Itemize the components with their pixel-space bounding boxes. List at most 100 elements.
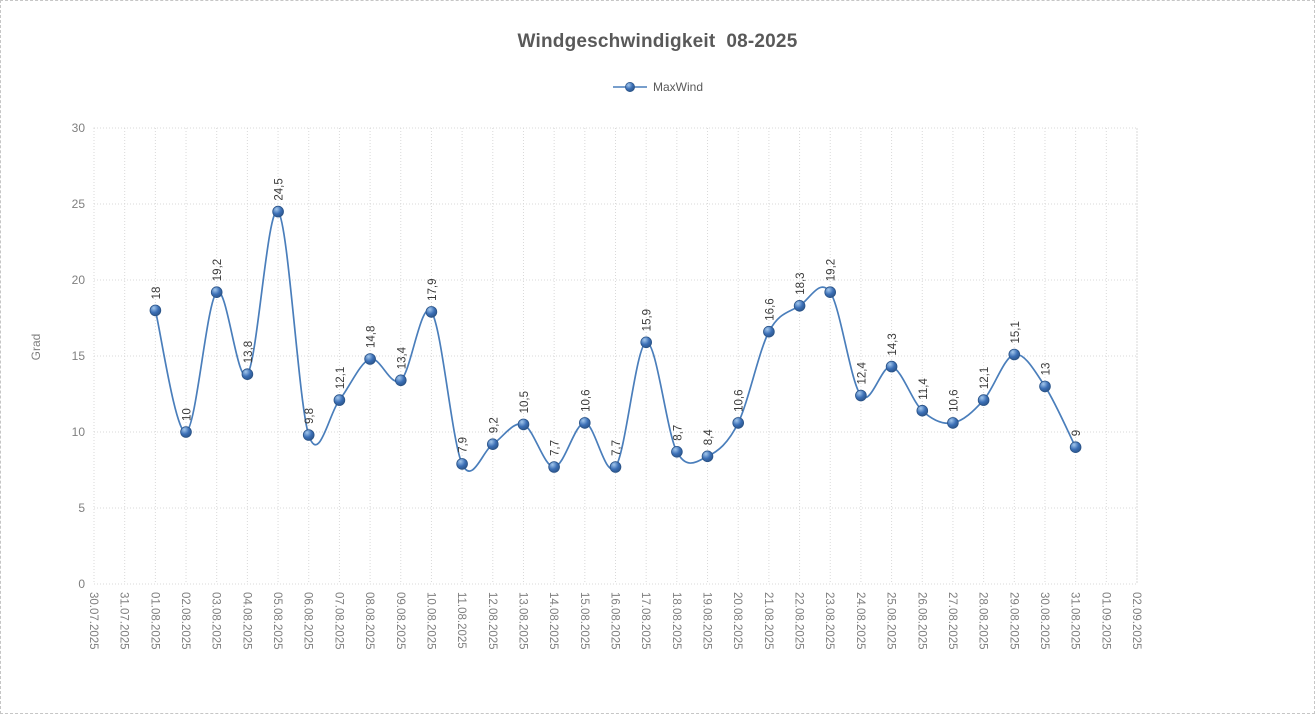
data-point-marker xyxy=(732,417,744,429)
data-point-label: 13,8 xyxy=(243,341,255,363)
data-point-marker xyxy=(456,458,468,470)
data-point-marker xyxy=(609,461,622,473)
y-tick-label: 15 xyxy=(72,349,86,363)
x-tick-label: 29.08.2025 xyxy=(1007,592,1019,650)
x-tick-label: 26.08.2025 xyxy=(915,592,927,650)
x-tick-label: 08.08.2025 xyxy=(363,592,375,650)
x-tick-label: 05.08.2025 xyxy=(271,592,283,650)
data-point-marker xyxy=(364,353,376,365)
y-tick-label: 0 xyxy=(78,577,85,591)
legend-marker-icon xyxy=(612,82,647,92)
x-tick-label: 04.08.2025 xyxy=(240,592,252,650)
data-point-marker xyxy=(793,299,806,312)
chart-title: Windgeschwindigkeit 08-2025 xyxy=(517,31,798,52)
data-point-label: 24,5 xyxy=(274,178,286,200)
x-tick-label: 02.08.2025 xyxy=(179,592,191,650)
legend: MaxWind xyxy=(1,80,1314,94)
x-tick-label: 19.08.2025 xyxy=(701,592,713,650)
x-tick-label: 31.08.2025 xyxy=(1069,592,1081,650)
data-point-label: 7,9 xyxy=(458,437,470,453)
data-point-marker xyxy=(1069,441,1082,454)
x-tick-label: 10.08.2025 xyxy=(424,592,436,650)
data-point-label: 14,8 xyxy=(366,326,378,348)
data-point-label: 10,6 xyxy=(580,390,592,412)
data-point-marker xyxy=(671,445,683,458)
data-point-marker xyxy=(763,325,775,338)
x-tick-label: 30.07.2025 xyxy=(87,592,99,650)
x-tick-label: 17.08.2025 xyxy=(639,592,651,650)
data-point-label: 9 xyxy=(1071,430,1083,436)
data-point-label: 16,6 xyxy=(764,298,776,320)
data-point-label: 15,9 xyxy=(642,309,654,331)
y-tick-label: 25 xyxy=(72,197,86,211)
x-tick-label: 31.07.2025 xyxy=(118,592,130,650)
data-point-label: 13,4 xyxy=(396,346,408,369)
data-point-marker xyxy=(517,418,530,431)
data-point-marker xyxy=(210,286,223,299)
data-point-label: 9,8 xyxy=(304,408,316,424)
data-point-label: 12,4 xyxy=(856,362,868,385)
data-point-marker xyxy=(180,426,192,438)
data-point-label: 19,2 xyxy=(826,259,838,281)
data-point-label: 10,6 xyxy=(734,390,746,412)
x-tick-label: 11.08.2025 xyxy=(455,592,467,649)
data-point-marker xyxy=(425,306,438,318)
x-tick-label: 09.08.2025 xyxy=(394,592,406,650)
x-tick-label: 07.08.2025 xyxy=(332,592,344,650)
data-point-marker xyxy=(1008,348,1021,361)
data-point-label: 12,1 xyxy=(979,367,991,389)
y-tick-label: 5 xyxy=(78,501,85,515)
data-point-marker xyxy=(272,205,284,218)
data-point-marker xyxy=(486,438,499,451)
data-series xyxy=(149,205,1082,473)
data-point-label: 9,2 xyxy=(488,417,500,433)
data-point-label: 14,3 xyxy=(887,333,899,355)
data-labels: 18 10 19,2 13,8 24,5 9,8 12,1 14,8 13,4 17,9 7,9 9,… xyxy=(151,178,1083,456)
x-tick-label: 24.08.2025 xyxy=(854,592,866,650)
data-point-label: 10,6 xyxy=(948,390,960,412)
gridlines xyxy=(93,127,1138,585)
x-tick-label: 01.08.2025 xyxy=(148,592,160,650)
data-point-label: 13 xyxy=(1041,363,1053,376)
x-tick-label: 18.08.2025 xyxy=(670,592,682,650)
data-point-label: 10 xyxy=(182,408,194,421)
data-point-label: 10,5 xyxy=(519,391,531,413)
y-tick-label: 20 xyxy=(72,273,86,287)
data-point-marker xyxy=(149,304,162,317)
data-point-marker xyxy=(333,394,346,406)
data-point-label: 19,2 xyxy=(212,259,224,281)
x-tick-label: 06.08.2025 xyxy=(302,592,314,650)
x-tick-label: 28.08.2025 xyxy=(977,592,989,650)
data-point-label: 7,7 xyxy=(550,440,562,456)
data-point-marker xyxy=(885,360,898,373)
x-tick-label: 20.08.2025 xyxy=(731,592,743,650)
data-point-marker xyxy=(701,450,714,463)
x-tick-label: 21.08.2025 xyxy=(762,592,774,650)
data-point-marker xyxy=(640,336,652,349)
x-tick-label: 14.08.2025 xyxy=(547,592,559,650)
data-point-label: 7,7 xyxy=(611,440,623,456)
data-point-marker xyxy=(394,374,407,387)
y-tick-label: 10 xyxy=(72,425,86,439)
legend-series-label: MaxWind xyxy=(652,80,703,94)
data-point-marker xyxy=(578,417,591,429)
axis-tick-labels: 0 5 10 15 20 25 30 30.07.2025 31.07.2025 01.08.20… xyxy=(72,121,1142,650)
x-tick-label: 12.08.2025 xyxy=(486,592,498,650)
data-point-marker xyxy=(855,389,867,402)
data-point-marker xyxy=(302,429,315,441)
data-point-label: 11,4 xyxy=(918,378,930,400)
x-tick-label: 16.08.2025 xyxy=(609,592,621,650)
data-point-label: 12,1 xyxy=(335,367,347,389)
data-point-marker xyxy=(548,461,560,473)
x-tick-label: 15.08.2025 xyxy=(578,592,590,650)
data-point-label: 8,7 xyxy=(672,425,684,441)
data-point-marker xyxy=(977,394,990,406)
x-tick-label: 03.08.2025 xyxy=(210,592,222,650)
data-point-label: 18,3 xyxy=(795,272,807,294)
x-tick-label: 02.09.2025 xyxy=(1130,592,1142,650)
data-point-label: 8,4 xyxy=(703,429,715,446)
x-tick-label: 22.08.2025 xyxy=(793,592,805,650)
data-point-label: 18 xyxy=(151,287,163,300)
